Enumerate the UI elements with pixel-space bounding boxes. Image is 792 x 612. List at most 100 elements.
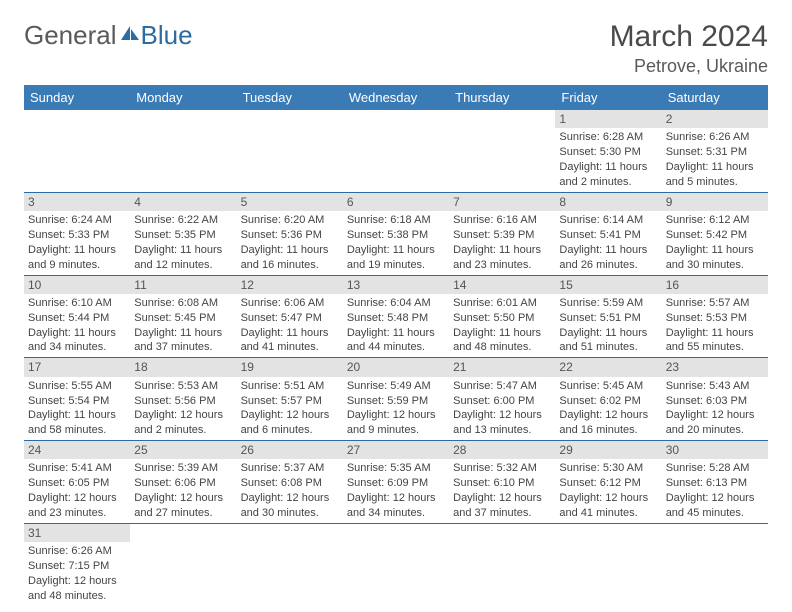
daylight: Daylight: 11 hours and 34 minutes. [28,326,126,356]
daylight: Daylight: 11 hours and 23 minutes. [453,243,551,273]
daylight: Daylight: 12 hours and 9 minutes. [347,408,445,438]
calendar-cell: 13Sunrise: 6:04 AMSunset: 5:48 PMDayligh… [343,275,449,358]
day-data: Sunrise: 6:10 AMSunset: 5:44 PMDaylight:… [24,294,130,357]
calendar-cell: 25Sunrise: 5:39 AMSunset: 6:06 PMDayligh… [130,441,236,524]
sail-icon [119,18,141,49]
sunrise: Sunrise: 5:45 AM [559,379,657,394]
daylight: Daylight: 12 hours and 2 minutes. [134,408,232,438]
sunset: Sunset: 5:33 PM [28,228,126,243]
sunset: Sunset: 5:41 PM [559,228,657,243]
sunrise: Sunrise: 5:37 AM [241,461,339,476]
day-number: 9 [662,193,768,211]
day-number: 14 [449,276,555,294]
day-data: Sunrise: 6:26 AMSunset: 5:31 PMDaylight:… [662,128,768,191]
calendar-cell: 7Sunrise: 6:16 AMSunset: 5:39 PMDaylight… [449,192,555,275]
day-number [343,110,449,128]
daylight: Daylight: 11 hours and 9 minutes. [28,243,126,273]
sunrise: Sunrise: 6:01 AM [453,296,551,311]
day-number [237,524,343,542]
sunset: Sunset: 5:53 PM [666,311,764,326]
day-data: Sunrise: 6:12 AMSunset: 5:42 PMDaylight:… [662,211,768,274]
sunset: Sunset: 5:42 PM [666,228,764,243]
sunset: Sunset: 5:50 PM [453,311,551,326]
day-data: Sunrise: 6:20 AMSunset: 5:36 PMDaylight:… [237,211,343,274]
sunset: Sunset: 6:05 PM [28,476,126,491]
day-number: 26 [237,441,343,459]
sunset: Sunset: 5:39 PM [453,228,551,243]
day-number: 21 [449,358,555,376]
days-of-week-row: SundayMondayTuesdayWednesdayThursdayFrid… [24,85,768,110]
daylight: Daylight: 12 hours and 13 minutes. [453,408,551,438]
calendar-cell: 12Sunrise: 6:06 AMSunset: 5:47 PMDayligh… [237,275,343,358]
day-number: 16 [662,276,768,294]
daylight: Daylight: 12 hours and 16 minutes. [559,408,657,438]
day-number: 10 [24,276,130,294]
sunrise: Sunrise: 6:04 AM [347,296,445,311]
daylight: Daylight: 11 hours and 48 minutes. [453,326,551,356]
sunset: Sunset: 6:10 PM [453,476,551,491]
day-number: 2 [662,110,768,128]
calendar-week: 1Sunrise: 6:28 AMSunset: 5:30 PMDaylight… [24,110,768,192]
day-number [24,110,130,128]
sunset: Sunset: 7:15 PM [28,559,126,574]
day-number [449,524,555,542]
daylight: Daylight: 11 hours and 2 minutes. [559,160,657,190]
daylight: Daylight: 11 hours and 5 minutes. [666,160,764,190]
day-data: Sunrise: 5:41 AMSunset: 6:05 PMDaylight:… [24,459,130,522]
sunrise: Sunrise: 5:51 AM [241,379,339,394]
daylight: Daylight: 12 hours and 41 minutes. [559,491,657,521]
day-number: 3 [24,193,130,211]
day-number: 8 [555,193,661,211]
day-number: 22 [555,358,661,376]
sunrise: Sunrise: 6:26 AM [666,130,764,145]
day-data: Sunrise: 6:26 AMSunset: 7:15 PMDaylight:… [24,542,130,605]
day-number: 23 [662,358,768,376]
day-data: Sunrise: 5:37 AMSunset: 6:08 PMDaylight:… [237,459,343,522]
sunset: Sunset: 5:45 PM [134,311,232,326]
sunrise: Sunrise: 6:12 AM [666,213,764,228]
sunset: Sunset: 6:12 PM [559,476,657,491]
day-number: 13 [343,276,449,294]
calendar-cell [24,110,130,192]
day-data: Sunrise: 6:28 AMSunset: 5:30 PMDaylight:… [555,128,661,191]
calendar-cell: 30Sunrise: 5:28 AMSunset: 6:13 PMDayligh… [662,441,768,524]
sunset: Sunset: 5:59 PM [347,394,445,409]
day-number [237,110,343,128]
calendar-cell [555,523,661,605]
daylight: Daylight: 11 hours and 44 minutes. [347,326,445,356]
day-number: 29 [555,441,661,459]
daylight: Daylight: 11 hours and 16 minutes. [241,243,339,273]
calendar-cell: 31Sunrise: 6:26 AMSunset: 7:15 PMDayligh… [24,523,130,605]
day-header: Friday [555,85,661,110]
calendar-cell [130,110,236,192]
sunset: Sunset: 5:38 PM [347,228,445,243]
day-data: Sunrise: 6:01 AMSunset: 5:50 PMDaylight:… [449,294,555,357]
calendar-cell [662,523,768,605]
daylight: Daylight: 11 hours and 41 minutes. [241,326,339,356]
daylight: Daylight: 12 hours and 48 minutes. [28,574,126,604]
logo-text-1: General [24,20,117,51]
sunset: Sunset: 5:30 PM [559,145,657,160]
sunset: Sunset: 6:06 PM [134,476,232,491]
sunrise: Sunrise: 5:59 AM [559,296,657,311]
day-number: 24 [24,441,130,459]
calendar-cell: 10Sunrise: 6:10 AMSunset: 5:44 PMDayligh… [24,275,130,358]
sunset: Sunset: 6:00 PM [453,394,551,409]
day-header: Saturday [662,85,768,110]
day-number: 1 [555,110,661,128]
location: Petrove, Ukraine [610,56,768,77]
daylight: Daylight: 11 hours and 51 minutes. [559,326,657,356]
calendar-cell: 28Sunrise: 5:32 AMSunset: 6:10 PMDayligh… [449,441,555,524]
day-number: 12 [237,276,343,294]
sunset: Sunset: 6:09 PM [347,476,445,491]
day-number: 5 [237,193,343,211]
sunset: Sunset: 5:44 PM [28,311,126,326]
sunrise: Sunrise: 5:47 AM [453,379,551,394]
sunrise: Sunrise: 6:14 AM [559,213,657,228]
day-number [130,110,236,128]
day-data: Sunrise: 5:53 AMSunset: 5:56 PMDaylight:… [130,377,236,440]
calendar-cell [449,110,555,192]
calendar-week: 17Sunrise: 5:55 AMSunset: 5:54 PMDayligh… [24,358,768,441]
calendar-cell: 22Sunrise: 5:45 AMSunset: 6:02 PMDayligh… [555,358,661,441]
day-header: Sunday [24,85,130,110]
